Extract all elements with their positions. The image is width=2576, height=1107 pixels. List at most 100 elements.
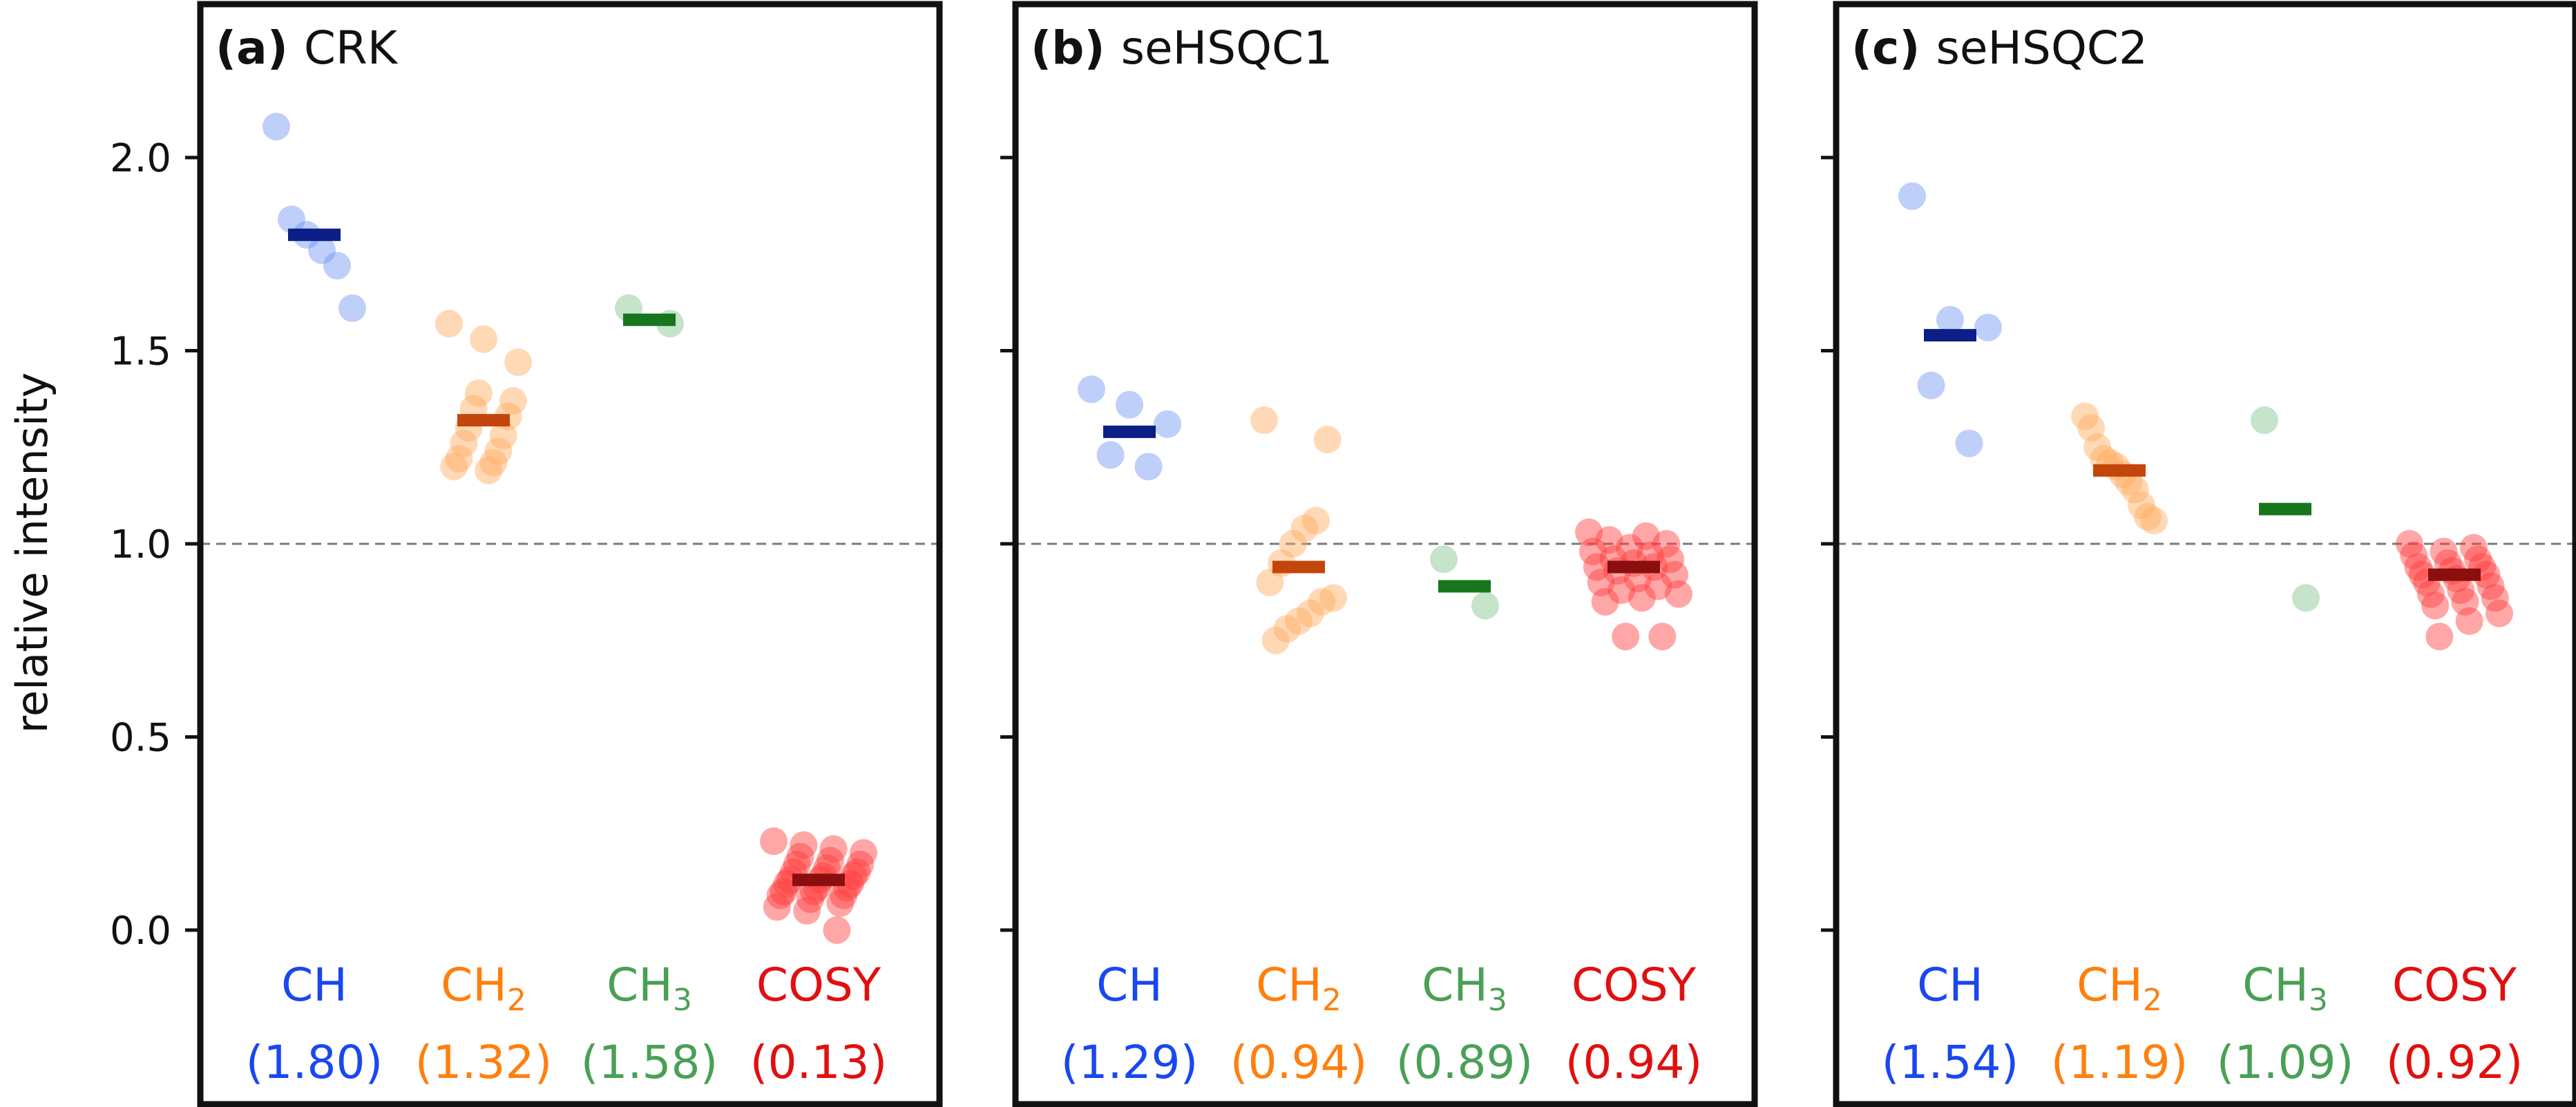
data-point (770, 878, 798, 906)
group-COSY: COSY (0.94) (1565, 518, 1702, 1089)
mean-label: (1.54) (1882, 1036, 2019, 1089)
data-point (1616, 533, 1644, 562)
mean-label: (1.09) (2217, 1036, 2354, 1089)
data-point (484, 437, 513, 465)
category-label: CH3 (1422, 958, 1507, 1018)
data-point (1078, 375, 1105, 404)
category-label: COSY (756, 958, 881, 1012)
data-point (464, 379, 493, 407)
mean-marker (792, 873, 845, 887)
category-label: CH (1917, 958, 1983, 1012)
category-label: COSY (1572, 958, 1697, 1012)
data-point (816, 846, 844, 875)
data-point (1250, 406, 1278, 435)
data-point (786, 842, 814, 871)
mean-label: (0.13) (750, 1036, 887, 1089)
data-point (1917, 371, 1945, 399)
data-point (1612, 623, 1640, 651)
data-point (823, 916, 851, 944)
mean-label: (0.94) (1565, 1036, 1702, 1089)
data-point (489, 422, 517, 450)
group-CH3: CH3 (0.89) (1396, 545, 1533, 1089)
data-point (2396, 530, 2423, 558)
data-point (1256, 568, 1284, 596)
data-point (263, 113, 290, 141)
data-point (2071, 402, 2099, 430)
data-point (1261, 626, 1290, 654)
data-point (850, 839, 877, 867)
mean-marker (1272, 560, 1325, 574)
panel-frame (197, 1, 943, 1107)
mean-label: (1.29) (1061, 1036, 1198, 1089)
mean-marker (623, 313, 676, 326)
data-point (1430, 545, 1458, 574)
data-point (1955, 429, 1983, 457)
data-point (2421, 592, 2450, 620)
category-label: CH2 (441, 958, 526, 1018)
data-point (819, 835, 848, 863)
data-point (1296, 599, 1324, 627)
data-point (445, 445, 473, 473)
mean-marker (2259, 502, 2311, 515)
data-point (2077, 414, 2106, 442)
data-point (2486, 599, 2513, 627)
data-point (2481, 584, 2509, 612)
data-point (338, 294, 366, 323)
group-CH2: CH2 (0.94) (1230, 406, 1367, 1089)
group-CH: CH (1.29) (1061, 375, 1198, 1089)
data-point (1285, 607, 1313, 635)
mean-label: (1.80) (246, 1036, 383, 1089)
data-point (1471, 592, 1499, 620)
data-point (1290, 514, 1319, 542)
data-point (846, 850, 875, 878)
data-point (2459, 533, 2488, 562)
data-point (1319, 584, 1347, 612)
data-point (1583, 553, 1611, 581)
data-point (2416, 580, 2445, 608)
data-point (1575, 518, 1603, 547)
data-point (1898, 182, 1926, 210)
group-CH: CH (1.54) (1882, 182, 2019, 1089)
data-point (308, 236, 336, 265)
mean-label: (0.94) (1230, 1036, 1367, 1089)
data-point (2404, 553, 2432, 581)
data-point (440, 453, 468, 481)
data-point (1154, 410, 1181, 438)
data-point (435, 310, 463, 338)
data-point (2127, 491, 2155, 520)
data-point (796, 885, 824, 914)
category-label: CH2 (1256, 958, 1342, 1018)
data-point (1652, 530, 1681, 558)
mean-marker (2093, 464, 2146, 477)
data-point (1936, 305, 1964, 334)
data-point (1096, 441, 1125, 469)
y-tick-label: 1.0 (110, 522, 171, 567)
data-point (1595, 526, 1623, 554)
data-point (766, 881, 794, 909)
data-point (2472, 560, 2501, 589)
data-point (1648, 623, 1677, 651)
data-point (1308, 587, 1336, 616)
data-point (1578, 538, 1607, 566)
data-point (1302, 507, 1330, 535)
panel-title: (b) seHSQC1 (1031, 21, 1333, 75)
group-CH3: CH3 (1.09) (2217, 406, 2354, 1089)
data-point (323, 252, 351, 280)
data-point (2464, 545, 2492, 574)
panels: 0.0 0.5 1.0 1.5 2.0 CH (1.80) CH2 (1.32) CH3 (1.58… (110, 1, 2576, 1107)
panel-1: 0.0 0.5 1.0 1.5 2.0 CH (1.80) CH2 (1.32) CH3 (1.58… (110, 1, 943, 1107)
category-label: CH2 (2077, 958, 2162, 1018)
data-point (499, 387, 527, 415)
data-point (2400, 541, 2428, 569)
data-point (830, 881, 858, 909)
data-point (2251, 406, 2278, 435)
panel-frame (1012, 1, 1758, 1107)
mean-marker (1438, 580, 1491, 593)
group-CH: CH (1.80) (246, 113, 383, 1089)
mean-marker (1607, 560, 1660, 574)
mean-marker (1924, 329, 1976, 342)
data-point (1607, 576, 1636, 605)
mean-label: (0.89) (1396, 1036, 1533, 1089)
data-point (479, 448, 508, 477)
data-point (2477, 572, 2505, 600)
